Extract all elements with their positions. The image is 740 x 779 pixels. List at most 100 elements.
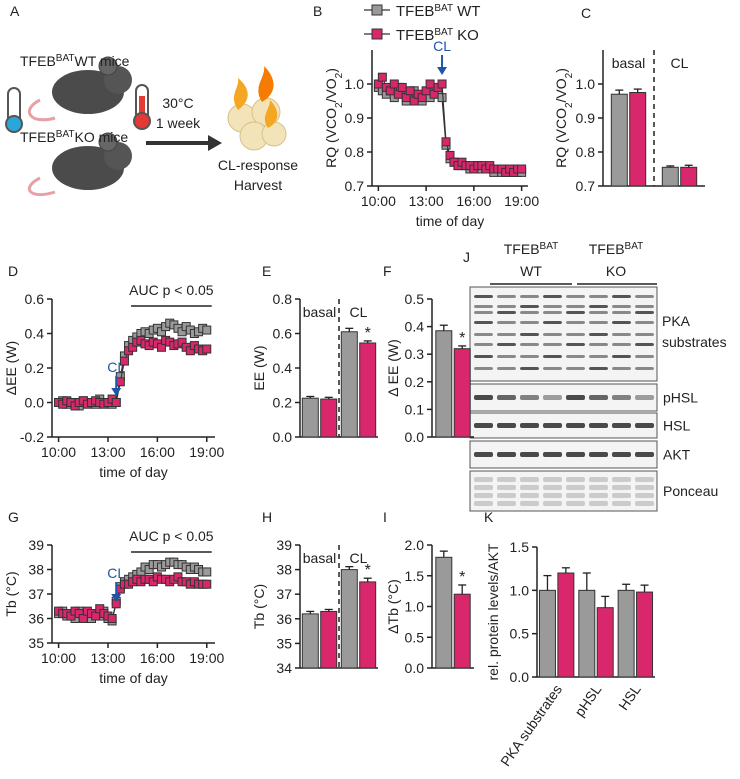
y-tick-label: 0.2 (273, 395, 293, 411)
panel-label: C (581, 5, 591, 21)
blot-band (474, 305, 493, 308)
blot-band (497, 423, 516, 428)
y-tick-label: 0.4 (405, 319, 425, 335)
panel-label: A (10, 3, 20, 19)
data-point (437, 79, 447, 89)
y-tick-label: 0.1 (405, 401, 425, 417)
blot-band (520, 311, 539, 314)
y-tick-label: 0.3 (405, 346, 425, 362)
blot-band (566, 477, 585, 482)
y-tick-label: 0.9 (345, 110, 365, 126)
x-tick-label: 19:00 (189, 650, 224, 666)
blot-band (566, 501, 585, 506)
bar (320, 398, 338, 438)
x-tick-label: 10:00 (361, 193, 396, 209)
group-label-part: WT mice (75, 53, 130, 69)
mouse-ear (98, 56, 118, 76)
y-tick-label: 0.7 (576, 178, 596, 194)
y-axis-label-part: 2 (564, 102, 575, 108)
cl-label: CL (433, 38, 451, 54)
blot-band (543, 355, 562, 358)
x-tick-label: 13:00 (409, 193, 444, 209)
group-genotype: KO (606, 263, 626, 279)
y-axis-label-part: RQ (VCO (323, 108, 339, 168)
blot-band (566, 423, 585, 428)
blot-band (474, 423, 493, 428)
category-label: CL (671, 55, 689, 71)
blot-band (520, 367, 539, 370)
group-label-part: TFEB (20, 53, 56, 69)
group-header-part: TFEB (504, 241, 540, 257)
blot-band (612, 333, 631, 336)
bar (301, 397, 319, 438)
y-tick-label: 0.0 (405, 660, 425, 676)
y-axis-label-part: 2 (334, 102, 345, 108)
blot-band (520, 343, 539, 346)
blot-band (589, 367, 608, 370)
blot-band (474, 295, 493, 298)
y-tick-label: 38 (28, 562, 44, 578)
y-tick-label: 39 (28, 537, 44, 553)
flame (264, 100, 278, 128)
thermometer-bulb (133, 112, 151, 130)
panel-label: D (8, 263, 18, 279)
blot-band (566, 493, 585, 498)
data-point (441, 137, 451, 147)
blot-band (497, 355, 516, 358)
blot-band (635, 333, 654, 336)
x-axis-label: time of day (99, 464, 167, 480)
blot-band (474, 493, 493, 498)
data-point (119, 356, 129, 366)
bar (340, 331, 358, 438)
blot-band (497, 485, 516, 490)
band-label: PKA substrates (662, 313, 727, 350)
x-tick-label: 16:00 (140, 650, 175, 666)
blot-band (520, 333, 539, 336)
blot-band (566, 295, 585, 298)
y-tick-label: 39 (276, 537, 292, 553)
band-label: AKT (663, 447, 691, 463)
blot-band (474, 333, 493, 336)
blot-band (589, 395, 608, 400)
significance: * (459, 569, 465, 586)
bar (557, 572, 575, 678)
y-tick-label: 35 (276, 635, 292, 651)
blot-band (635, 343, 654, 346)
blot-band (612, 321, 631, 324)
mouse-ear (98, 132, 118, 152)
category-label: basal (303, 550, 336, 566)
group-label: TFEBBATKO mice (20, 129, 128, 146)
condition-label: 1 week (156, 115, 201, 131)
panel-label: K (484, 509, 494, 525)
x-tick-label: 16:00 (456, 193, 491, 209)
blot-band (589, 333, 608, 336)
y-axis-label: RQ (VCO2/VO2) (323, 68, 345, 168)
blot-band (520, 321, 539, 324)
arrow-head (208, 135, 222, 151)
legend-marker (371, 28, 383, 40)
blot-band (520, 305, 539, 308)
x-tick-label: 19:00 (504, 193, 539, 209)
blot-band (520, 477, 539, 482)
y-tick-label: 1.0 (345, 76, 365, 92)
category-label: CL (350, 550, 368, 566)
thermometer-fill (139, 96, 145, 120)
blot-band (566, 452, 585, 457)
y-tick-label: 0.6 (273, 326, 293, 342)
blot-band (497, 452, 516, 457)
bar (538, 589, 556, 678)
legend-marker (371, 4, 383, 16)
x-tick-label: 16:00 (140, 444, 175, 460)
blot-band (474, 343, 493, 346)
blot-band (589, 477, 608, 482)
band-label: HSL (663, 418, 690, 434)
cl-arrow-head (111, 388, 122, 396)
category-label: basal (303, 304, 336, 320)
blot-band (543, 452, 562, 457)
x-axis-label: time of day (99, 670, 167, 686)
blot-band (612, 343, 631, 346)
bar (453, 348, 471, 438)
blot-band (497, 343, 516, 346)
